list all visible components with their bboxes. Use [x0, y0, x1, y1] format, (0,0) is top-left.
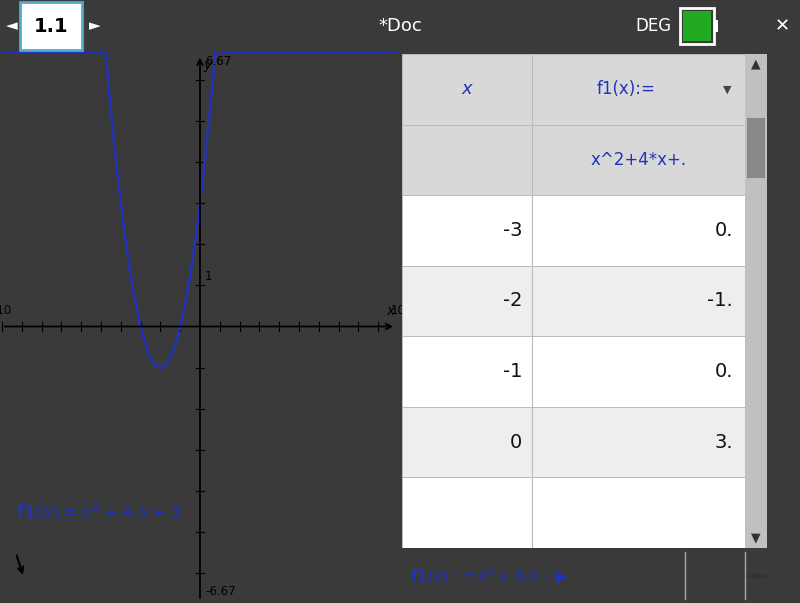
Bar [714, 20, 718, 32]
Bar [402, 266, 745, 336]
Bar [20, 2, 82, 50]
Bar [747, 118, 765, 177]
Text: *Doc: *Doc [378, 17, 422, 35]
Text: ▼: ▼ [751, 531, 761, 545]
Bar [680, 8, 714, 44]
Bar [402, 336, 745, 407]
Text: f1(x):=: f1(x):= [597, 80, 656, 98]
Bar [745, 54, 767, 548]
Text: y: y [203, 58, 212, 72]
Text: ◄: ◄ [746, 568, 758, 583]
Text: ►: ► [89, 19, 101, 34]
Text: ◄: ◄ [6, 19, 18, 34]
Text: ▼: ▼ [722, 84, 731, 94]
Text: x: x [386, 304, 394, 318]
Text: ✕: ✕ [774, 17, 790, 35]
Text: -6.67: -6.67 [205, 585, 235, 598]
Text: 0.: 0. [714, 362, 733, 381]
Text: 1.1: 1.1 [34, 16, 68, 36]
Text: x^2+4*x+.: x^2+4*x+. [590, 151, 686, 169]
Text: 0: 0 [510, 432, 522, 452]
Text: -1: -1 [502, 362, 522, 381]
Text: -2: -2 [502, 291, 522, 311]
Text: x: x [462, 80, 472, 98]
Text: ►: ► [756, 568, 767, 583]
Text: -1.: -1. [707, 291, 733, 311]
Text: $\mathbf{f1}(x):=x^{2}+4{\cdot}x+$▶: $\mathbf{f1}(x):=x^{2}+4{\cdot}x+$▶ [410, 565, 570, 586]
Text: 0.: 0. [714, 221, 733, 240]
Text: 6.67: 6.67 [205, 55, 231, 68]
Text: DEG: DEG [635, 17, 671, 35]
Text: ▲: ▲ [751, 57, 761, 71]
Text: -3: -3 [502, 221, 522, 240]
Text: 10: 10 [390, 305, 406, 317]
Bar [402, 125, 745, 195]
Text: 3.: 3. [714, 432, 733, 452]
Bar [683, 11, 711, 41]
Bar [402, 478, 745, 548]
Text: $\mathbf{f1}(x)=x^{2}+4{\cdot}x+3$: $\mathbf{f1}(x)=x^{2}+4{\cdot}x+3$ [16, 500, 181, 523]
Text: -10: -10 [0, 305, 12, 317]
Text: 1: 1 [205, 270, 213, 283]
Bar [402, 54, 745, 125]
Bar [402, 407, 745, 478]
Bar [402, 195, 745, 266]
